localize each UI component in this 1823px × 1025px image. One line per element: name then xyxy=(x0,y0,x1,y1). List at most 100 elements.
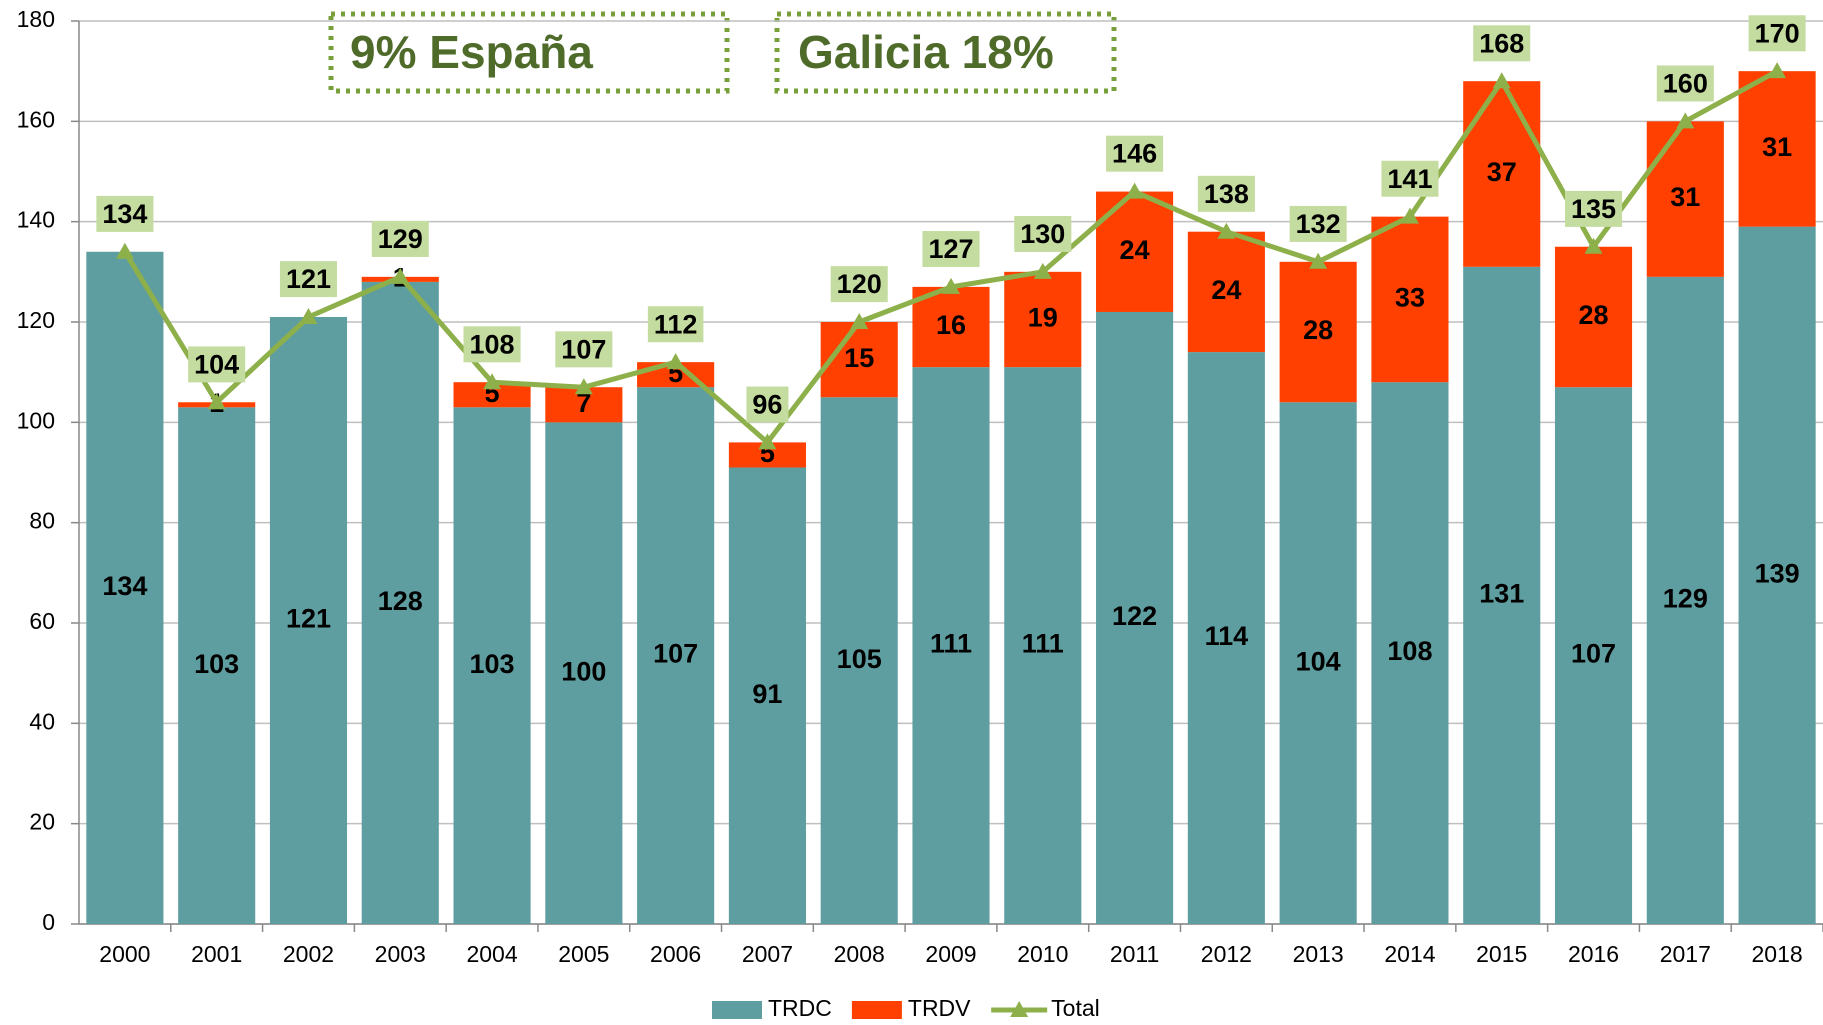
total-label: 121 xyxy=(279,261,338,298)
marker xyxy=(1400,207,1419,224)
bar xyxy=(178,407,256,924)
y-tick-label: 20 xyxy=(29,809,55,835)
data-label: 91 xyxy=(752,679,782,709)
x-tick-label: 2011 xyxy=(1110,941,1159,967)
bar xyxy=(1738,226,1816,924)
data-label: 135 xyxy=(1571,194,1616,224)
total-label: 130 xyxy=(1014,215,1072,252)
data-label: 33 xyxy=(1395,283,1425,313)
total-label: 135 xyxy=(1564,190,1623,227)
x-tick-label: 2004 xyxy=(466,941,517,967)
total-label: 138 xyxy=(1197,175,1255,212)
marker xyxy=(391,267,410,284)
label-box xyxy=(647,306,704,343)
bar xyxy=(453,407,531,924)
data-label: 107 xyxy=(561,334,606,364)
total-label: 146 xyxy=(1106,135,1164,172)
bar xyxy=(1187,231,1265,353)
y-tick-label: 40 xyxy=(29,708,55,734)
annotation-box xyxy=(774,11,1117,94)
y-tick-label: 100 xyxy=(17,407,55,433)
data-label: 28 xyxy=(1303,315,1333,345)
bar xyxy=(820,397,898,924)
label-box xyxy=(1106,135,1164,172)
bar xyxy=(1371,216,1449,383)
marker xyxy=(758,433,777,450)
x-tick-label: 2001 xyxy=(191,941,242,967)
label-box xyxy=(1473,25,1531,62)
label-box xyxy=(1656,65,1714,102)
data-label: 138 xyxy=(1204,179,1249,209)
bar xyxy=(1371,382,1449,924)
bar xyxy=(1554,387,1633,924)
bar xyxy=(269,316,348,924)
marker xyxy=(942,277,960,294)
data-label: 105 xyxy=(837,644,882,674)
bar xyxy=(1463,266,1541,925)
marker xyxy=(1125,182,1144,199)
data-label: 103 xyxy=(194,649,239,679)
bar xyxy=(1646,121,1724,277)
total-label: 112 xyxy=(647,306,704,343)
legend-marker xyxy=(1010,1001,1029,1017)
y-tick-label: 140 xyxy=(17,207,55,233)
total-label: 129 xyxy=(371,220,429,257)
data-label: 111 xyxy=(1022,629,1064,659)
data-label: 31 xyxy=(1670,182,1700,212)
data-label: 15 xyxy=(844,343,874,373)
annotation: 9% España xyxy=(350,26,593,78)
bar xyxy=(1279,402,1357,924)
x-tick-label: 2009 xyxy=(925,941,976,967)
data-label: 111 xyxy=(930,629,972,659)
data-label: 37 xyxy=(1487,157,1517,187)
data-label: 7 xyxy=(576,388,591,418)
data-label: 24 xyxy=(1211,275,1241,305)
data-label: 100 xyxy=(561,656,606,686)
legend-swatch xyxy=(712,1001,762,1019)
x-tick-label: 2015 xyxy=(1476,941,1527,967)
data-label: 108 xyxy=(470,329,515,359)
marker xyxy=(1492,72,1511,89)
label-box xyxy=(96,195,154,232)
x-tick-label: 2014 xyxy=(1384,941,1435,967)
bar xyxy=(1554,246,1633,388)
data-label: 24 xyxy=(1120,235,1150,265)
bar xyxy=(361,281,439,924)
label-box xyxy=(555,331,613,368)
bar xyxy=(912,367,990,924)
bar xyxy=(1463,81,1541,267)
label-box xyxy=(830,266,888,303)
marker xyxy=(1309,252,1328,269)
marker xyxy=(1768,62,1787,79)
marker xyxy=(115,242,134,259)
data-label: 112 xyxy=(654,309,698,339)
x-tick-label: 2012 xyxy=(1201,941,1252,967)
marker xyxy=(1033,262,1052,279)
data-label: 121 xyxy=(286,604,331,634)
label-box xyxy=(188,346,246,383)
data-label: 114 xyxy=(1205,621,1249,651)
marker xyxy=(666,353,685,370)
data-label: 170 xyxy=(1755,18,1800,48)
bar xyxy=(1187,352,1265,925)
y-tick-label: 120 xyxy=(17,307,55,333)
data-label: 107 xyxy=(1571,639,1616,669)
data-label: 107 xyxy=(653,639,698,669)
data-label: 103 xyxy=(470,649,515,679)
bar xyxy=(1096,311,1174,924)
data-label: 168 xyxy=(1479,28,1524,58)
x-tick-label: 2002 xyxy=(283,941,334,967)
data-label: 134 xyxy=(102,199,147,229)
label-box xyxy=(1014,215,1072,252)
data-label: 120 xyxy=(837,269,882,299)
legend-label: Total xyxy=(1051,995,1100,1021)
data-label: 129 xyxy=(1663,584,1708,614)
total-label: 168 xyxy=(1473,25,1531,62)
bar xyxy=(728,467,806,924)
data-label: 108 xyxy=(1387,636,1432,666)
total-label: 127 xyxy=(922,231,980,268)
data-label: 16 xyxy=(936,310,966,340)
data-label: 132 xyxy=(1296,209,1341,239)
total-label: 96 xyxy=(746,386,789,423)
